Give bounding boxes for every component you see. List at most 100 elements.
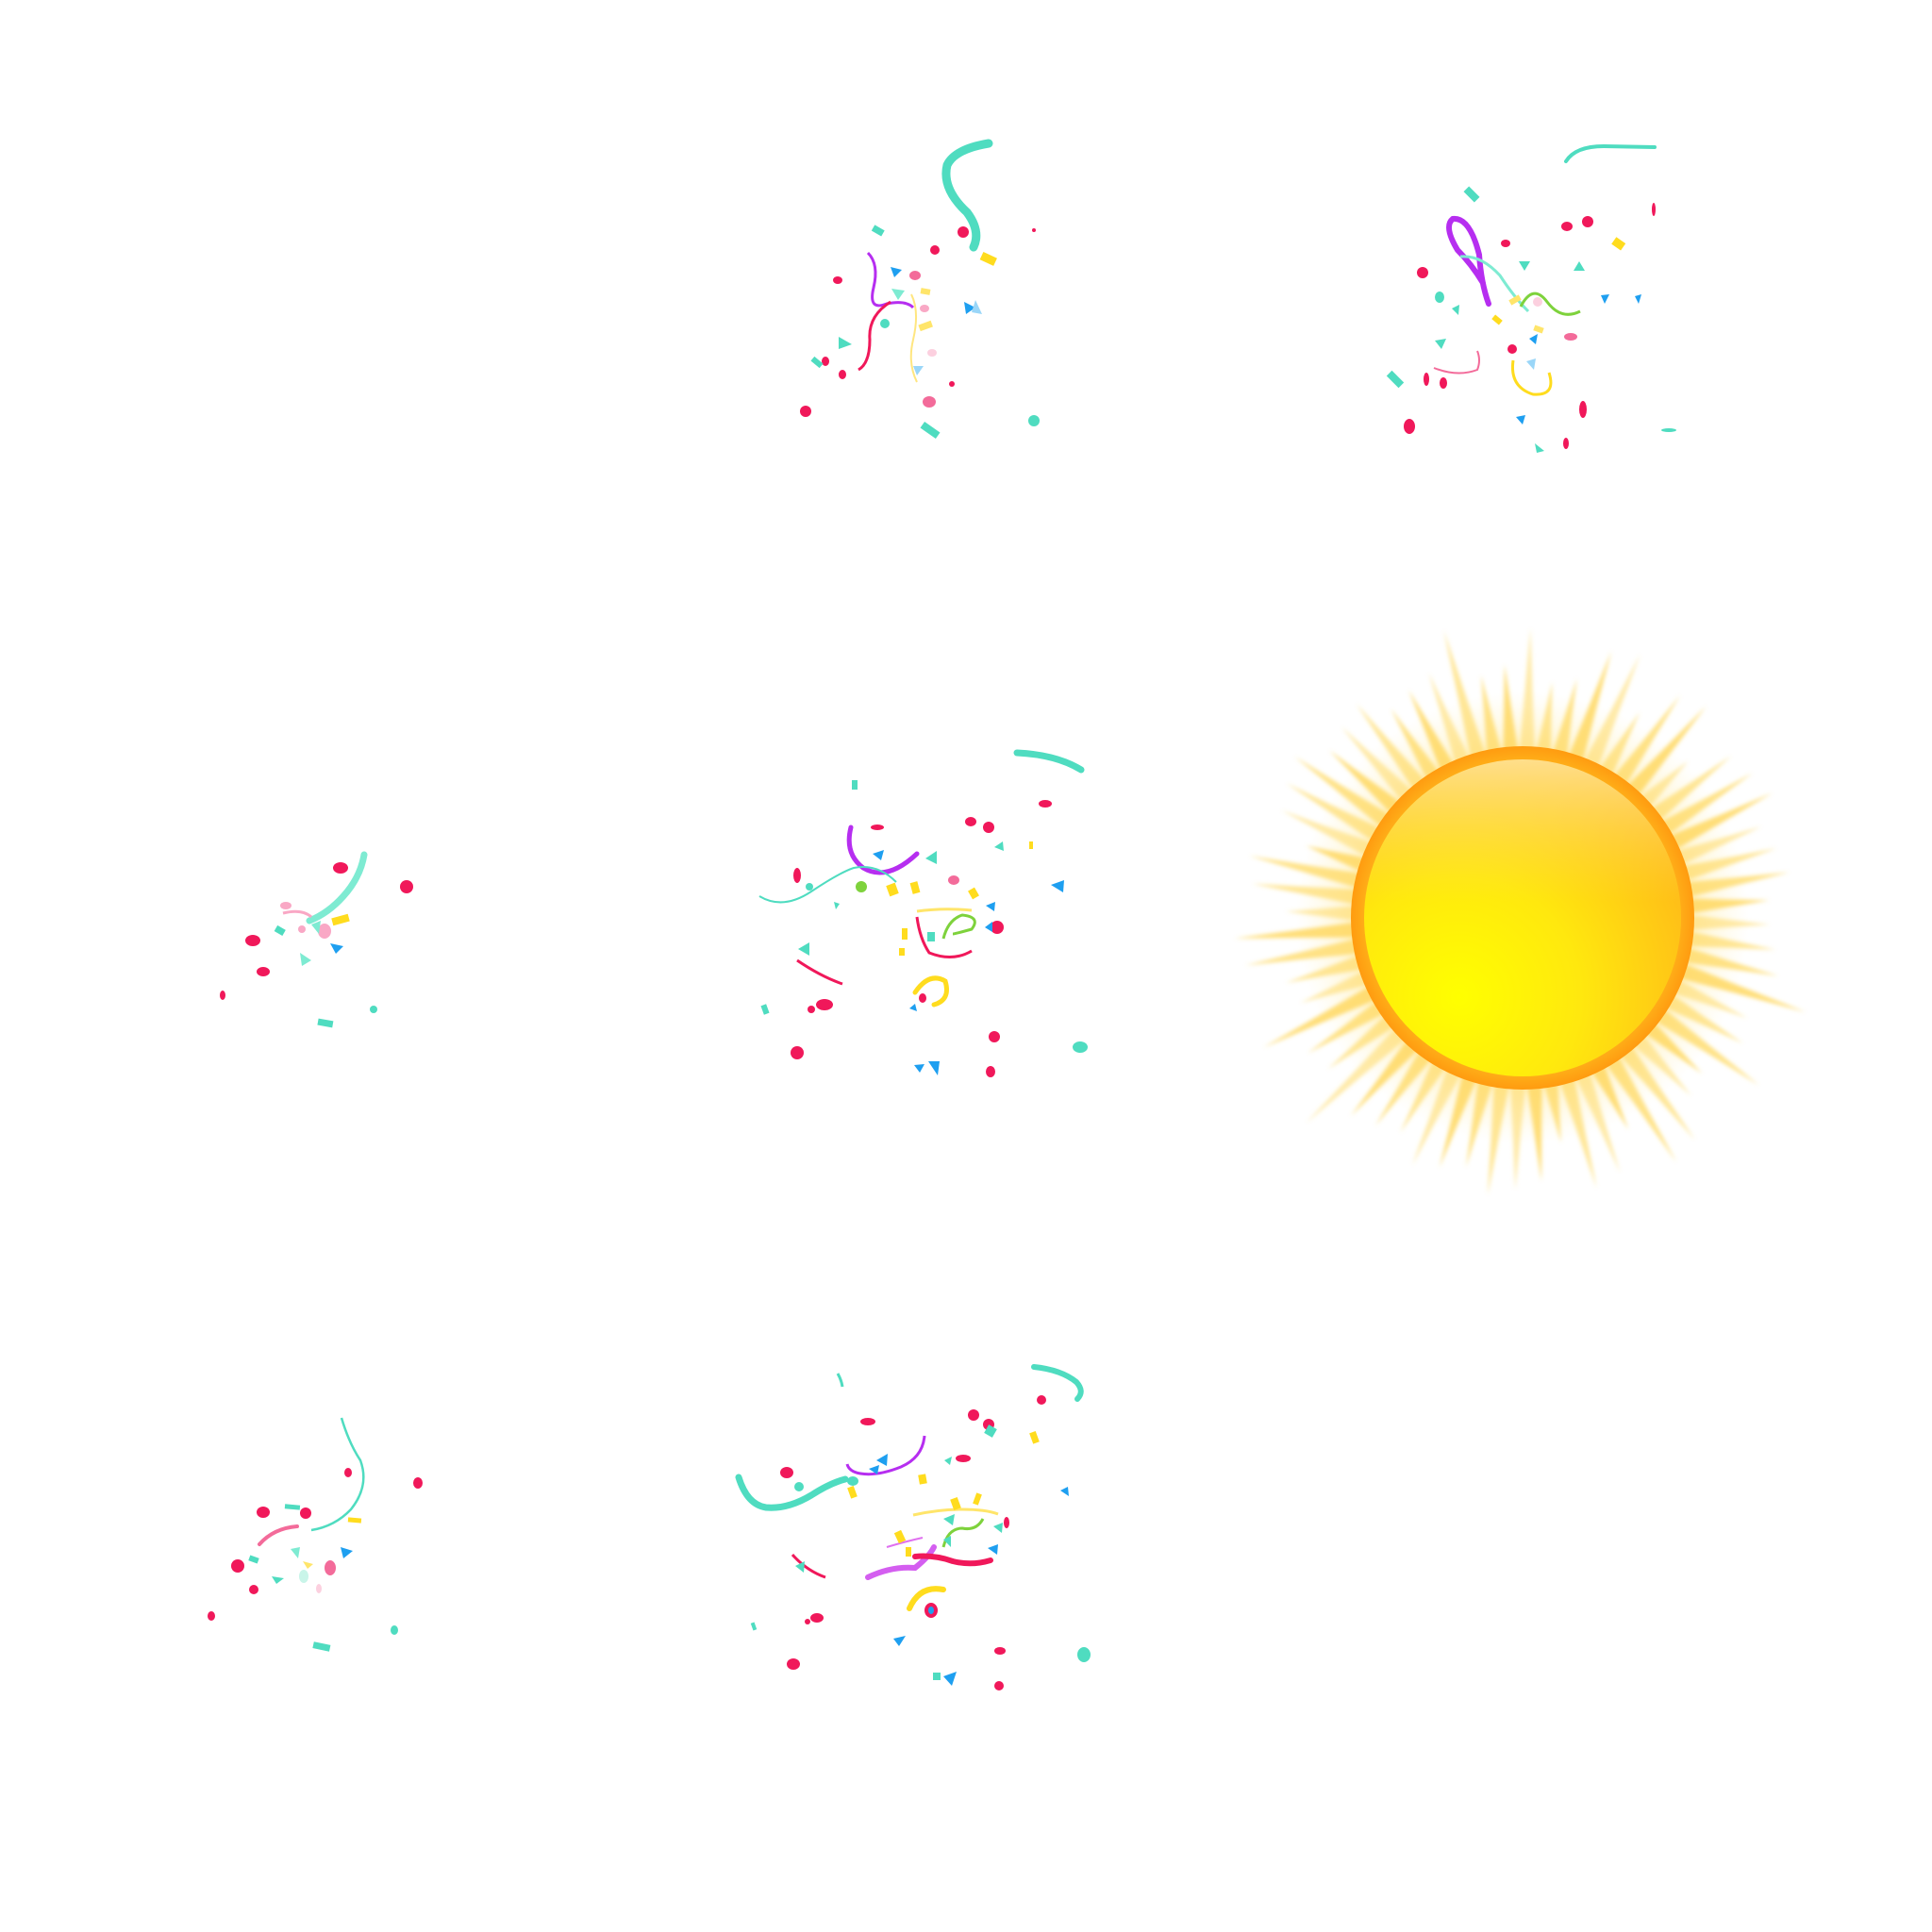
confetti-dot [994,1681,1004,1690]
confetti-triangle [986,902,995,911]
confetti-triangle [964,302,975,314]
streamer [1433,350,1480,375]
confetti-triangle [891,267,902,277]
sun-ray [1534,681,1553,760]
streamer [886,1537,924,1548]
confetti-dot [400,880,413,893]
confetti-dot [257,967,270,976]
streamer [1031,1364,1084,1402]
sun-ray [1443,630,1489,766]
confetti-triangle [925,851,937,864]
confetti-dot [1073,1041,1088,1053]
confetti-dot [1652,203,1656,216]
confetti-dot [968,1409,979,1421]
confetti-chip [1463,186,1480,203]
sun-ray [1648,1004,1759,1086]
confetti-dot [1661,428,1676,432]
confetti-frame-r1c2 [641,0,1245,604]
streamer [1459,255,1530,313]
confetti-triangle [985,922,992,932]
streamer [1446,215,1491,307]
confetti-chip [893,1529,907,1544]
sun-ray [1329,750,1407,820]
confetti-dot [930,245,940,255]
streamer [941,913,976,940]
confetti-triangle [1601,294,1609,304]
sun-ray [1626,1028,1691,1096]
streamer [836,1373,844,1388]
sun-ray [1674,848,1777,884]
confetti-dot [989,1031,1000,1042]
confetti-chip [331,913,350,926]
streamer [846,824,920,875]
confetti-dot [333,862,348,874]
sun-ray [1306,1022,1412,1124]
confetti-triangle [1535,443,1544,453]
confetti-chip [1533,325,1544,334]
streamer [1564,143,1657,163]
confetti-chip [847,1485,858,1499]
sun-ray [1550,678,1577,764]
sun-ray [1657,990,1743,1044]
confetti-triangle [943,1514,955,1525]
sun-ray [1488,1075,1511,1195]
confetti-dot [1533,297,1542,307]
confetti-triangle [1529,334,1538,344]
sun-ray [1245,937,1367,966]
sun-ray [1638,1016,1703,1074]
confetti-triangle [994,841,1004,851]
streamer [912,1553,993,1567]
confetti-chip [871,225,885,237]
confetti-dot [808,1006,815,1013]
confetti-dot [1039,800,1052,808]
sun-ray [1327,1009,1402,1070]
confetti-dot [986,1066,995,1077]
confetti-chip [909,881,921,894]
sun-ray [1408,690,1458,778]
confetti-dot [791,1046,804,1059]
streamer [1013,749,1085,774]
confetti-chip [933,1673,941,1680]
confetti-dot [928,1607,934,1614]
confetti-triangle [272,1576,284,1584]
sun-ray [1412,1060,1465,1166]
confetti-burst-r3c1 [208,1417,423,1652]
confetti-triangle [291,1547,300,1558]
confetti-dot [794,1482,804,1491]
confetti-dot [920,305,929,312]
confetti-dot [860,1418,875,1425]
confetti-dot [806,883,813,891]
confetti-dot [810,1613,824,1623]
sun-frame [1226,623,1830,1226]
confetti-chip [1611,237,1626,251]
sun-ray [1286,905,1363,922]
confetti-chip [317,1018,334,1028]
confetti-triangle [869,1465,879,1474]
confetti-dot [994,1647,1006,1655]
confetti-chip [1386,370,1405,389]
confetti-frame-r3c2 [641,1245,1245,1849]
sun-ray [1374,1043,1437,1126]
confetti-dot [1507,344,1517,354]
sun-ray [1439,1067,1480,1168]
sun-ray [1307,996,1391,1054]
sun-icon [1234,628,1806,1195]
confetti-dot [871,824,884,830]
streamer [796,958,843,986]
confetti-dot [1582,216,1593,227]
confetti-chip [950,1496,961,1511]
sun-ray [1481,675,1504,762]
confetti-dot [316,1584,322,1593]
confetti-dot [958,226,969,238]
confetti-dot [787,1658,800,1670]
confetti-dot [413,1477,423,1489]
confetti-triangle [873,850,884,860]
confetti-chip [984,1424,997,1438]
confetti-dot [280,902,291,909]
confetti-dot [927,349,937,357]
confetti-dot [1579,401,1587,418]
confetti-chip [979,251,997,266]
streamer [915,916,973,958]
sun-ray [1249,856,1369,891]
confetti-frame-r3c1 [0,1245,604,1849]
